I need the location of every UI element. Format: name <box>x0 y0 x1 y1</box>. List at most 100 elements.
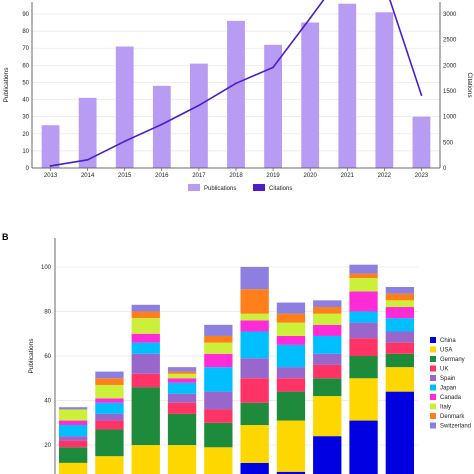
chart-a-y-tick-label: 30 <box>22 115 29 121</box>
chart-a-y-tick-label: 80 <box>22 29 29 35</box>
chart-b-legend-label: Spain <box>440 376 455 382</box>
chart-b-segment-denmark-2020 <box>313 307 342 314</box>
chart-b-segment-switzerland-2016 <box>167 367 197 372</box>
chart-a-x-tick-label: 2017 <box>192 173 206 179</box>
chart-b-legend-swatch-switzerland <box>430 422 436 429</box>
chart-b-segment-canada-2022 <box>385 307 415 319</box>
chart-b-segment-japan-2021 <box>349 311 378 323</box>
chart-b-segment-denmark-2022 <box>385 293 415 301</box>
chart-a-y-tick-label: 70 <box>22 46 29 52</box>
chart-b-segment-switzerland-2013 <box>58 407 88 410</box>
chart-b-segment-usa-2017 <box>204 447 233 474</box>
chart-b-segment-uk-2015 <box>131 373 160 388</box>
chart-b-segment-uk-2018 <box>240 378 269 403</box>
chart-b-segment-germany-2022 <box>385 353 415 368</box>
chart-a-legend: Publications Citations <box>188 184 292 192</box>
chart-b-segment-germany-2020 <box>313 378 342 397</box>
chart-b-segment-japan-2020 <box>313 335 342 354</box>
chart-a-citation-point-2023 <box>420 94 423 97</box>
chart-b-y-tick-label: 40 <box>44 399 51 405</box>
chart-a-citation-point-2015 <box>123 140 126 143</box>
chart-b-segment-germany-2021 <box>349 356 378 379</box>
chart-a-bar-2016 <box>152 85 171 168</box>
chart-b-segment-canada-2017 <box>204 353 233 368</box>
chart-b-segment-usa-2022 <box>385 367 415 392</box>
chart-a-bar-2020 <box>301 22 320 168</box>
chart-b-legend-swatch-china <box>430 337 436 343</box>
chart-a-bar-2013 <box>41 125 60 168</box>
chart-b-segment-uk-2021 <box>349 338 378 356</box>
chart-a-legend-swatch-publications <box>188 184 200 191</box>
chart-a-bar-2022 <box>375 12 394 169</box>
chart-b-segment-italy-2016 <box>167 373 197 379</box>
chart-b-segment-china-2018 <box>240 462 269 474</box>
chart-b-segment-spain-2020 <box>313 353 342 365</box>
chart-b-segment-germany-2017 <box>204 422 233 448</box>
chart-b-segment-denmark-2021 <box>349 273 378 279</box>
chart-b-segment-switzerland-2021 <box>349 264 378 274</box>
chart-b-segment-germany-2014 <box>95 429 124 457</box>
chart-b-legend-swatch-germany <box>430 356 436 362</box>
chart-b-segment-uk-2016 <box>167 402 197 414</box>
chart-a-x-tick-label: 2014 <box>81 173 95 179</box>
chart-a-citations-line <box>49 0 423 167</box>
chart-a-y-tick-label: 50 <box>22 80 29 86</box>
chart-a-x-tick-label: 2020 <box>304 173 318 179</box>
chart-b-segment-japan-2014 <box>95 402 124 414</box>
chart-b-segment-italy-2021 <box>349 278 378 292</box>
chart-b-segment-canada-2013 <box>58 420 88 426</box>
chart-b-segment-canada-2020 <box>313 324 342 336</box>
chart-b-segment-denmark-2015 <box>131 311 160 319</box>
chart-b-segment-usa-2014 <box>95 456 124 474</box>
chart-b-segment-japan-2018 <box>240 331 269 359</box>
chart-a-legend-label: Citations <box>269 186 292 192</box>
chart-b-segment-italy-2019 <box>276 322 306 336</box>
chart-a-y-tick-label: 0 <box>26 166 30 172</box>
chart-a-x-tick-label: 2019 <box>266 173 280 179</box>
chart-b-y-tick-label: 100 <box>41 265 52 271</box>
chart-b-segment-uk-2013 <box>58 440 88 448</box>
chart-b-legend-label: Switzerland <box>440 424 471 430</box>
chart-b-segment-germany-2016 <box>167 413 197 446</box>
chart-b-segment-switzerland-2022 <box>385 286 415 294</box>
chart-a-x-tick-label: 2018 <box>229 173 243 179</box>
chart-a-citation-point-2019 <box>272 66 274 69</box>
chart-b-legend-swatch-japan <box>430 384 436 391</box>
chart-a-citation-point-2017 <box>198 104 200 107</box>
chart-b-segment-denmark-2014 <box>95 378 124 385</box>
chart-a-x-tick-label: 2013 <box>44 173 58 179</box>
chart-b-segment-usa-2019 <box>276 420 306 472</box>
chart-a-x-tick-label: 2021 <box>341 173 355 179</box>
chart-b-legend-label: Canada <box>440 395 462 401</box>
chart-a-bars <box>41 3 431 169</box>
chart-b-bars <box>58 264 415 474</box>
chart-b-segment-switzerland-2015 <box>131 304 160 312</box>
panel-b-letter: B <box>2 232 9 242</box>
chart-b-legend-label: China <box>440 338 456 344</box>
chart-a-citation-point-2018 <box>235 82 237 85</box>
chart-a-x-tick-label: 2016 <box>155 173 169 179</box>
chart-b-labels: 20 40 60 80 100 Publications <box>28 265 52 449</box>
chart-a-citation-point-2016 <box>160 123 163 126</box>
chart-a-citation-point-2020 <box>309 17 312 20</box>
chart-a-bar-2015 <box>115 46 134 169</box>
chart-b-segment-usa-2016 <box>167 445 197 474</box>
chart-a-bar-2019 <box>264 44 282 168</box>
chart-a-x-tick-label: 2023 <box>415 173 429 179</box>
chart-b-segment-usa-2018 <box>240 425 269 463</box>
chart-a-bar-2018 <box>227 20 245 169</box>
chart-b-legend-swatch-italy <box>430 403 436 410</box>
chart-a-x-tick-label: 2022 <box>378 173 392 179</box>
chart-a-legend-label: Publications <box>204 186 236 192</box>
chart-b-segment-canada-2016 <box>167 378 197 383</box>
chart-b-segment-uk-2019 <box>276 378 306 392</box>
chart-b-segment-japan-2015 <box>131 342 160 354</box>
chart-b-segment-japan-2016 <box>167 382 197 394</box>
chart-a-y2-tick-label: 1000 <box>443 115 457 121</box>
chart-b-segment-uk-2014 <box>95 420 124 430</box>
chart-b-legend-swatch-uk <box>430 365 436 372</box>
chart-b-segment-uk-2017 <box>204 409 233 423</box>
chart-b-segment-spain-2017 <box>204 391 233 410</box>
chart-b-segment-italy-2018 <box>240 313 269 321</box>
